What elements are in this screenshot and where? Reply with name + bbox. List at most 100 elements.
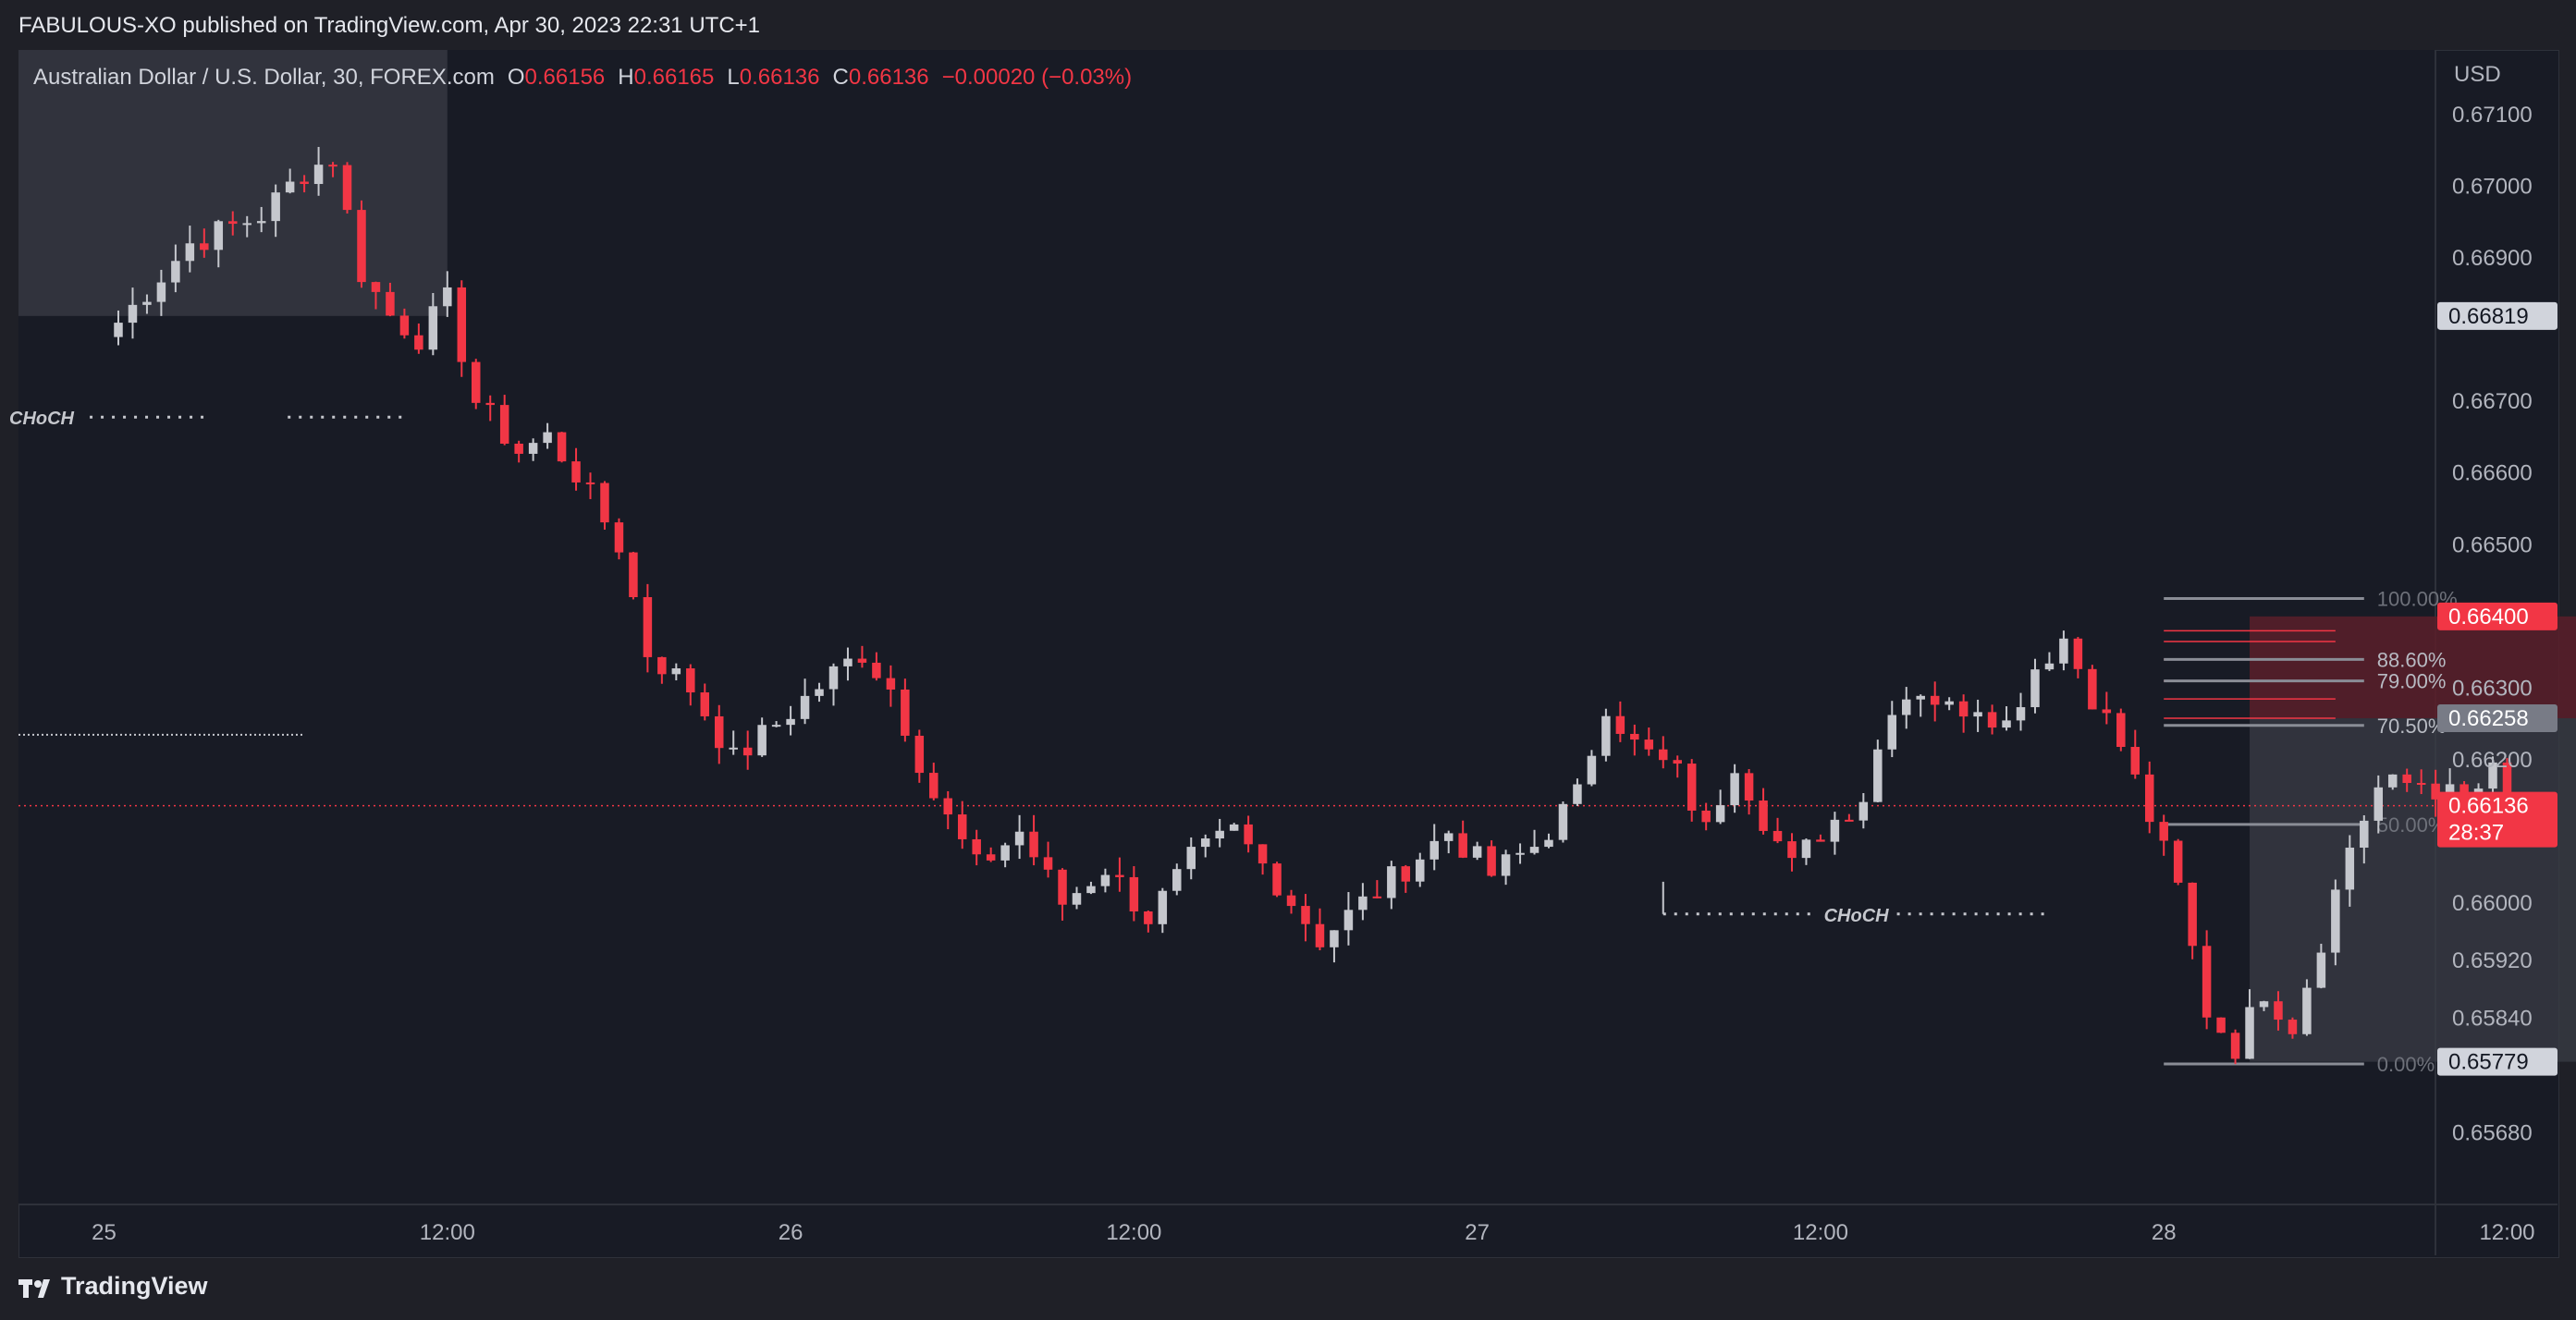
countdown-label: 28:37 bbox=[2448, 821, 2504, 846]
price-tick-label: 0.66700 bbox=[2452, 389, 2533, 414]
zones bbox=[18, 50, 2576, 1062]
bull-candle bbox=[1573, 784, 1582, 804]
open-value: 0.66156 bbox=[524, 65, 606, 90]
fib-level-label: 79.00% bbox=[2377, 670, 2447, 693]
bull-candle bbox=[815, 689, 824, 696]
low-label: L bbox=[727, 65, 740, 90]
symbol-name[interactable]: Australian Dollar / U.S. Dollar, 30, FOR… bbox=[33, 65, 495, 90]
bear-candle bbox=[1701, 810, 1711, 823]
bear-candle bbox=[1773, 830, 1783, 842]
bear-candle bbox=[914, 735, 925, 774]
bull-candle bbox=[1200, 838, 1210, 848]
bull-candle bbox=[1086, 886, 1096, 894]
bull-candle bbox=[2302, 987, 2312, 1034]
bull-candle bbox=[1944, 701, 1954, 705]
price-tick-label: 0.66000 bbox=[2452, 891, 2533, 916]
bull-candle bbox=[271, 192, 280, 222]
price-tick-label: 0.67100 bbox=[2452, 103, 2533, 128]
red-zone bbox=[2250, 616, 2576, 719]
open-label: O bbox=[507, 65, 525, 90]
bull-candle bbox=[2316, 952, 2326, 988]
low-value: 0.66136 bbox=[739, 65, 820, 90]
bear-candle bbox=[1372, 896, 1382, 898]
bull-candle bbox=[1858, 801, 1869, 821]
bear-candle bbox=[600, 483, 609, 523]
price-badge bbox=[2437, 791, 2558, 848]
fib-retracement[interactable]: 100.00%88.60%79.00%70.50%50.00%0.00% bbox=[2164, 587, 2458, 1076]
bull-candle bbox=[1358, 896, 1368, 911]
bear-candle bbox=[714, 715, 724, 749]
bear-candle bbox=[371, 282, 381, 292]
bull-candle bbox=[1558, 803, 1568, 840]
bear-candle bbox=[1286, 895, 1296, 907]
bull-candle bbox=[285, 181, 295, 193]
bear-candle bbox=[1401, 866, 1411, 882]
bull-candle bbox=[1343, 910, 1354, 931]
bear-candle bbox=[2416, 783, 2426, 786]
bull-candle bbox=[1887, 715, 1897, 750]
bull-candle bbox=[1172, 869, 1182, 891]
bear-candle bbox=[557, 432, 567, 462]
bear-candle bbox=[2502, 762, 2512, 806]
bull-candle bbox=[142, 301, 152, 305]
bear-candle bbox=[986, 854, 996, 861]
bear-candle bbox=[700, 692, 710, 716]
bear-candle bbox=[929, 773, 938, 799]
bear-candle bbox=[1787, 841, 1797, 859]
bull-candle bbox=[800, 695, 810, 719]
time-tick-label: 12:00 bbox=[1106, 1220, 1161, 1245]
bull-candle bbox=[2259, 1001, 2269, 1008]
bull-candle bbox=[1830, 819, 1840, 842]
bear-candle bbox=[943, 798, 953, 815]
bear-candle bbox=[1845, 819, 1854, 822]
bull-candle bbox=[2331, 889, 2340, 953]
bull-candle bbox=[1873, 749, 1883, 802]
price-tick-label: 0.65920 bbox=[2452, 948, 2533, 973]
time-tick-label: 26 bbox=[779, 1220, 803, 1245]
bull-candle bbox=[214, 221, 224, 251]
bear-candle bbox=[1659, 749, 1668, 761]
price-tick-label: 0.65680 bbox=[2452, 1120, 2533, 1145]
bear-candle bbox=[1987, 712, 1997, 728]
fib-level-label: 50.00% bbox=[2377, 813, 2447, 837]
bear-candle bbox=[886, 678, 896, 690]
bear-candle bbox=[300, 181, 309, 185]
price-badge-label: 0.65779 bbox=[2448, 1050, 2529, 1075]
bear-candle bbox=[2402, 774, 2411, 784]
fib-level-label: 88.60% bbox=[2377, 648, 2447, 671]
time-tick-label: 25 bbox=[92, 1220, 117, 1245]
price-tick-label: 0.65840 bbox=[2452, 1006, 2533, 1031]
bear-candle bbox=[1930, 695, 1940, 705]
bull-candle bbox=[1730, 773, 1739, 806]
bull-candle bbox=[786, 718, 795, 726]
bull-candle bbox=[2445, 784, 2455, 800]
bear-candle bbox=[200, 243, 209, 251]
time-axis[interactable]: 2512:002612:002712:002812:00May12:00212:… bbox=[92, 1220, 2576, 1245]
high-value: 0.66165 bbox=[633, 65, 715, 90]
bull-candle bbox=[114, 323, 123, 337]
bear-candle bbox=[972, 838, 981, 855]
bear-candle bbox=[1029, 831, 1038, 858]
publisher-line: FABULOUS-XO published on TradingView.com… bbox=[18, 13, 761, 38]
bear-candle bbox=[571, 461, 581, 483]
bull-candle bbox=[1429, 840, 1439, 860]
bear-candle bbox=[386, 291, 395, 316]
bear-candle bbox=[1043, 857, 1053, 870]
bear-candle bbox=[1673, 760, 1682, 764]
close-label: C bbox=[832, 65, 849, 90]
bull-candle bbox=[1973, 712, 1982, 717]
time-tick-label: 12:00 bbox=[1793, 1220, 1848, 1245]
price-badge-label: 0.66400 bbox=[2448, 605, 2529, 629]
bull-candle bbox=[1229, 824, 1239, 831]
bear-candle bbox=[957, 814, 967, 839]
bear-candle bbox=[742, 747, 753, 756]
bear-candle bbox=[1958, 701, 1969, 717]
price-axis[interactable]: USD 0.67100 0.67000 0.66900 0.66700 0.66600 0.… bbox=[2437, 62, 2558, 1145]
bear-candle bbox=[357, 210, 366, 283]
bear-candle bbox=[1816, 839, 1825, 842]
bull-candle bbox=[1158, 890, 1168, 924]
bull-candle bbox=[1014, 831, 1024, 846]
bull-candle bbox=[1215, 830, 1224, 839]
bull-candle bbox=[156, 282, 166, 302]
